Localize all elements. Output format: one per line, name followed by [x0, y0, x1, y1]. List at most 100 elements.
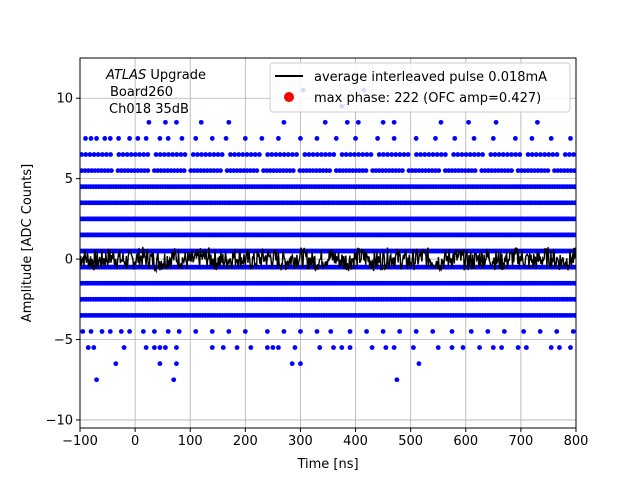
scatter-point	[430, 329, 436, 334]
scatter-point	[391, 119, 397, 125]
scatter-point	[290, 152, 295, 157]
scatter-point	[314, 329, 320, 334]
scatter-point	[515, 345, 521, 350]
scatter-point	[442, 168, 448, 174]
scatter-point	[369, 345, 375, 350]
scatter-point	[226, 119, 232, 125]
scatter-point	[552, 168, 557, 174]
scatter-point	[347, 152, 353, 157]
scatter-point	[127, 136, 132, 141]
scatter-point	[80, 329, 86, 334]
scatter-point	[174, 361, 179, 367]
scatter-point	[429, 168, 435, 174]
scatter-point	[451, 152, 457, 157]
scatter-point	[152, 345, 157, 350]
scatter-point	[469, 168, 475, 174]
scatter-point	[414, 152, 419, 157]
scatter-point	[314, 168, 319, 174]
scatter-point	[237, 168, 243, 174]
scatter-point	[548, 345, 554, 350]
scatter-point	[466, 119, 471, 125]
scatter-point	[182, 152, 188, 157]
scatter-point	[442, 152, 448, 157]
scatter-point	[370, 168, 376, 174]
scatter-point	[380, 152, 386, 157]
scatter-point	[350, 168, 356, 174]
scatter-point	[242, 329, 248, 334]
scatter-point	[433, 168, 438, 174]
scatter-point	[357, 168, 362, 174]
scatter-point	[107, 329, 113, 334]
scatter-point	[270, 345, 276, 350]
scatter-point	[529, 152, 535, 157]
scatter-point	[88, 136, 94, 141]
y-tick-label: 0	[65, 253, 73, 268]
scatter-point	[264, 345, 270, 350]
scatter-point	[343, 168, 349, 174]
y-axis-ticks: −10 −5 0 5 10	[46, 92, 80, 428]
scatter-point	[143, 345, 149, 350]
scatter-point	[91, 152, 97, 157]
scatter-point	[502, 168, 508, 174]
scatter-point	[452, 168, 458, 174]
scatter-point	[166, 152, 171, 157]
scatter-point	[256, 152, 262, 157]
scatter-point	[94, 136, 99, 141]
scatter-point	[495, 168, 501, 174]
scatter-point	[554, 152, 560, 157]
scatter-point	[411, 345, 416, 350]
scatter-point	[277, 152, 283, 157]
scatter-point	[265, 152, 271, 157]
scatter-point	[352, 152, 357, 157]
scatter-point	[490, 136, 496, 141]
scatter-point	[99, 152, 105, 157]
scatter-point	[343, 152, 349, 157]
scatter-point	[383, 168, 389, 174]
scatter-point	[565, 168, 571, 174]
annotation-upgrade: Upgrade	[146, 68, 206, 83]
annotation-line-2: Board260	[110, 85, 173, 100]
scatter-point	[314, 136, 320, 141]
scatter-point	[397, 329, 403, 334]
scatter-point	[545, 168, 551, 174]
scatter-point	[401, 152, 407, 157]
scatter-point	[83, 136, 88, 141]
scatter-point	[179, 136, 185, 141]
scatter-point	[116, 152, 122, 157]
scatter-point	[209, 136, 215, 141]
scatter-point	[128, 168, 134, 174]
average-pulse-line	[80, 246, 576, 274]
scatter-point	[535, 168, 541, 174]
scatter-point	[572, 296, 576, 302]
scatter-point	[264, 168, 270, 174]
scatter-point	[153, 152, 159, 157]
scatter-point	[163, 119, 168, 125]
scatter-point	[533, 152, 539, 157]
scatter-point	[422, 152, 428, 157]
scatter-point	[168, 168, 174, 174]
scatter-point	[297, 168, 303, 174]
scatter-point	[393, 152, 399, 157]
scatter-point	[274, 168, 280, 174]
scatter-point	[496, 152, 502, 157]
scatter-point	[116, 136, 121, 141]
scatter-point	[280, 168, 286, 174]
scatter-point	[413, 329, 419, 334]
scatter-point	[85, 345, 91, 350]
scatter-point	[209, 345, 215, 350]
scatter-point	[264, 329, 270, 334]
scatter-point	[135, 168, 141, 174]
scatter-point	[218, 168, 223, 174]
scatter-point	[157, 136, 163, 141]
scatter-point	[472, 168, 478, 174]
scatter-point	[380, 119, 386, 125]
x-tick-label: 400	[343, 434, 368, 449]
scatter-point	[426, 168, 432, 174]
scatter-point	[396, 168, 402, 174]
scatter-point	[566, 152, 572, 157]
scatter-point	[219, 152, 225, 157]
scatter-point	[455, 152, 461, 157]
scatter-point	[426, 152, 432, 157]
scatter-point	[174, 345, 179, 350]
scatter-point	[191, 168, 197, 174]
